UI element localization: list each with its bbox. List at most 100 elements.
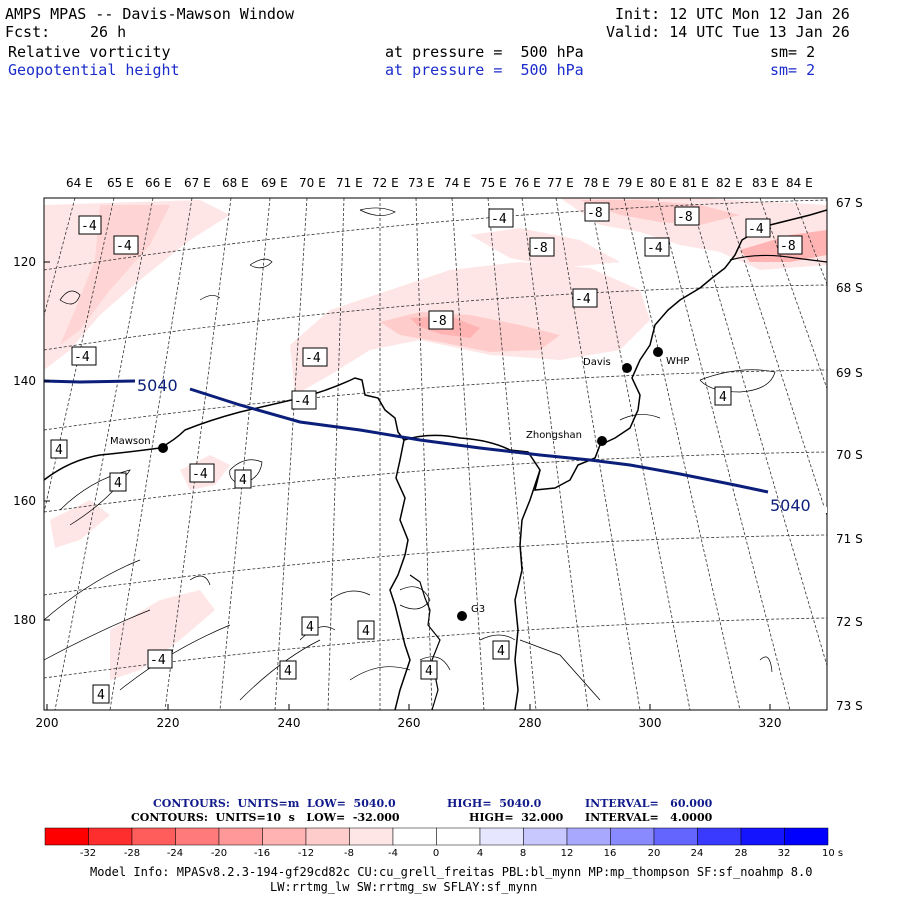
latitude-grid-line [44, 451, 827, 513]
coastline [514, 469, 541, 710]
colorbar-label: -24 [166, 848, 184, 859]
longitude-grid-line [793, 198, 827, 286]
vorticity-label-box: -4 [488, 208, 514, 228]
longitude-grid-line [759, 198, 827, 390]
forecast-hours: 26 h [90, 23, 127, 41]
vorticity-contour [44, 559, 141, 621]
latitude-grid-line [44, 199, 827, 271]
colorbar-label: 28 [734, 848, 748, 859]
vorticity-contour [419, 656, 451, 671]
svg-text:4: 4 [719, 390, 727, 405]
station-label-g3: G3 [471, 604, 485, 615]
colorbar-label: 4 [476, 848, 484, 859]
field1-level: at pressure = 500 hPa [385, 43, 584, 61]
lon-label: 82 E [716, 176, 743, 190]
colorbar-label: 8 [519, 848, 527, 859]
longitude-grid-line [521, 198, 589, 710]
station-marker-mawson [158, 443, 168, 453]
vorticity-label-box: -4 [644, 237, 670, 257]
latitude-grid-line [44, 284, 827, 351]
lon-label: 69 E [261, 176, 288, 190]
vorticity-contour [299, 626, 336, 641]
lon-label: 76 E [514, 176, 541, 190]
lat-label: 70 S [836, 448, 863, 462]
vorticity-label-box: 4 [109, 472, 127, 492]
lon-label: 77 E [547, 176, 574, 190]
vorticity-label-box: 4 [357, 620, 375, 640]
plot-frame [43, 197, 828, 711]
lon-label: 67 E [184, 176, 211, 190]
colorbar-cell [653, 827, 698, 846]
vorticity-contour [44, 609, 151, 661]
lon-label: 66 E [145, 176, 172, 190]
colorbar-cell [392, 827, 437, 846]
svg-text:-4: -4 [81, 219, 97, 234]
svg-text:4: 4 [239, 473, 247, 488]
vorticity-shading-band [44, 200, 230, 370]
vorticity-contour [249, 258, 273, 269]
model-info-line1: Model Info: MPASv8.2.3-194-gf29cd82c CU:… [90, 865, 813, 879]
lon-label: 84 E [786, 176, 813, 190]
svg-text:-8: -8 [532, 241, 548, 256]
lon-label: 70 E [299, 176, 326, 190]
lon-label: 78 E [583, 176, 610, 190]
vorticity-contour [359, 207, 396, 216]
colorbar-label: -28 [123, 848, 141, 859]
height-contour-info: CONTOURS: UNITS=m LOW= 5040.0 [153, 797, 396, 810]
lon-label: 83 E [752, 176, 779, 190]
colorbar-cell [349, 827, 394, 846]
longitude-grid-line [487, 198, 537, 710]
field2-smoothing: sm= 2 [770, 61, 816, 79]
height-contour-label: 5040 [770, 496, 811, 515]
vorticity-contour [699, 369, 776, 393]
svg-text:-8: -8 [780, 239, 796, 254]
vorticity-label-box: -4 [572, 288, 598, 308]
height-contour-interval: INTERVAL= 60.000 [585, 797, 713, 810]
vorticity-label-box: -8 [777, 235, 803, 255]
x-tick-label: 320 [758, 716, 782, 730]
vorticity-label-box: 4 [301, 616, 319, 636]
colorbar-label: 12 [560, 848, 574, 859]
station-label-whp: WHP [666, 356, 689, 367]
x-tick-label: 280 [518, 716, 542, 730]
lon-label: 65 E [107, 176, 134, 190]
svg-text:4: 4 [97, 688, 105, 703]
vorticity-label-box: -8 [529, 237, 555, 257]
lon-label: 75 E [480, 176, 507, 190]
field1-smoothing: sm= 2 [770, 43, 816, 61]
vorticity-label-box: -8 [584, 202, 610, 222]
colorbar-cell [479, 827, 524, 846]
vorticity-shading-band [60, 205, 170, 345]
colorbar-cell [131, 827, 176, 846]
colorbar-cell [740, 827, 785, 846]
lon-label: 73 E [408, 176, 435, 190]
colorbar-cell [88, 827, 133, 846]
colorbar-cell [218, 827, 263, 846]
vorticity-contour [229, 459, 263, 485]
longitude-grid-line [689, 198, 827, 668]
vorticity-contour [59, 290, 81, 305]
colorbar-unit: 10 s [822, 848, 844, 859]
colorbar-label: 32 [777, 848, 791, 859]
field2-name: Geopotential height [8, 61, 180, 79]
svg-text:4: 4 [284, 664, 292, 679]
vorticity-contour [199, 295, 221, 301]
latitude-grid-line [44, 369, 827, 431]
lon-label: 68 E [222, 176, 249, 190]
svg-text:-8: -8 [431, 314, 447, 329]
vorticity-contour [619, 414, 661, 421]
colorbar-label: -8 [344, 848, 354, 859]
lon-label: 80 E [650, 176, 677, 190]
latitude-grid-line [44, 534, 827, 596]
vorticity-contour [329, 590, 371, 601]
height-contour-high: HIGH= 5040.0 [447, 797, 542, 810]
field2-level: at pressure = 500 hPa [385, 61, 584, 79]
svg-text:-8: -8 [587, 206, 603, 221]
station-marker-zhongshan [597, 436, 607, 446]
y-tick-label: 140 [13, 374, 36, 388]
y-tick-label: 120 [13, 255, 36, 269]
svg-text:-4: -4 [491, 212, 507, 227]
longitude-grid-line [589, 198, 691, 710]
longitude-grid-line [219, 198, 271, 710]
